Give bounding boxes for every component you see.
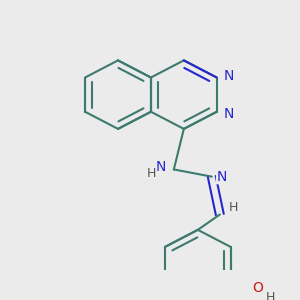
Text: H: H [147,167,157,180]
Text: N: N [217,170,227,184]
Text: N: N [224,69,234,83]
Text: O: O [252,281,263,296]
Text: H: H [266,291,275,300]
Text: H: H [229,201,239,214]
Text: N: N [156,160,166,174]
Text: N: N [224,106,234,121]
